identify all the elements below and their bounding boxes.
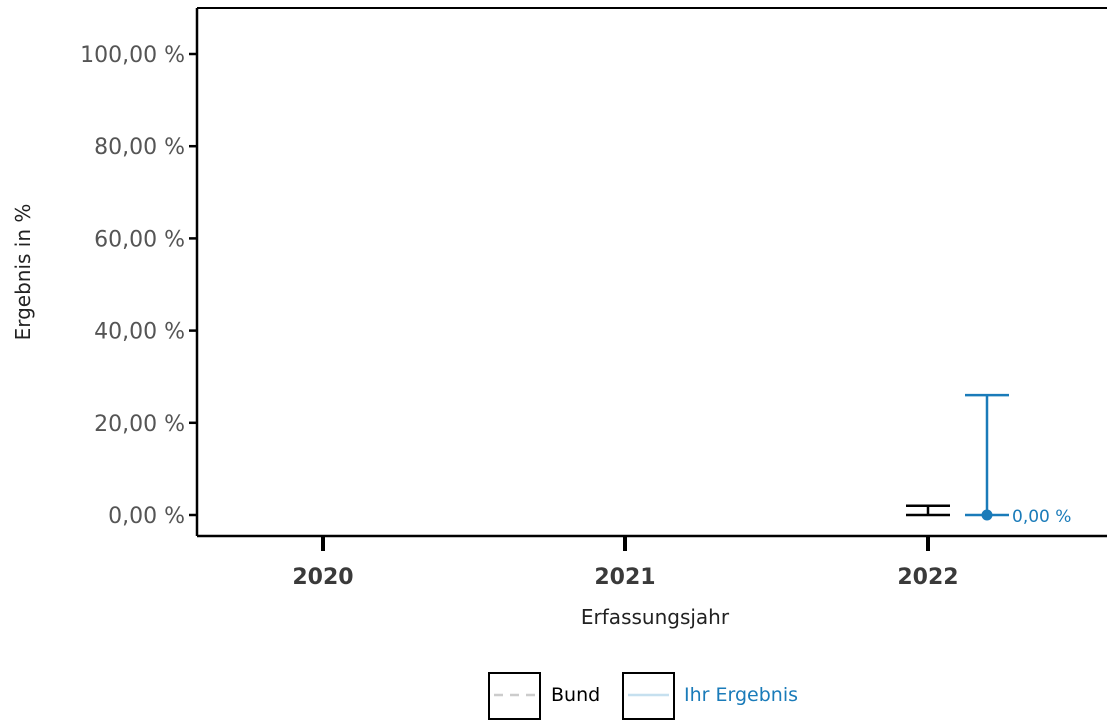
legend-item-ihr-ergebnis[interactable]: Ihr Ergebnis bbox=[622, 672, 798, 720]
y-axis: 0,00 % 20,00 % 40,00 % 60,00 % 80,00 % 100,00… bbox=[80, 7, 1107, 536]
y-tick-label: 20,00 % bbox=[94, 412, 185, 437]
y-tick-label: 0,00 % bbox=[108, 504, 185, 529]
x-tick-label: 2022 bbox=[897, 565, 958, 590]
data-label: 0,00 % bbox=[1012, 507, 1071, 527]
legend-item-bund[interactable]: Bund bbox=[488, 672, 600, 720]
y-axis-title: Ergebnis in % bbox=[11, 204, 35, 341]
legend: Bund Ihr Ergebnis bbox=[488, 672, 798, 720]
y-tick-label: 80,00 % bbox=[94, 135, 185, 160]
y-tick-label: 100,00 % bbox=[80, 43, 185, 68]
y-tick-label: 40,00 % bbox=[94, 320, 185, 345]
legend-label-ihr-ergebnis: Ihr Ergebnis bbox=[684, 684, 798, 706]
x-tick-label: 2021 bbox=[594, 565, 655, 590]
chart-marks: 0,00 % bbox=[906, 393, 1071, 527]
data-point bbox=[981, 509, 993, 521]
x-axis: 2020 2021 2022 bbox=[197, 534, 1107, 590]
legend-label-bund: Bund bbox=[551, 684, 600, 706]
x-axis-title: Erfassungsjahr bbox=[581, 605, 730, 629]
x-tick-label: 2020 bbox=[292, 565, 353, 590]
y-tick-label: 60,00 % bbox=[94, 227, 185, 252]
